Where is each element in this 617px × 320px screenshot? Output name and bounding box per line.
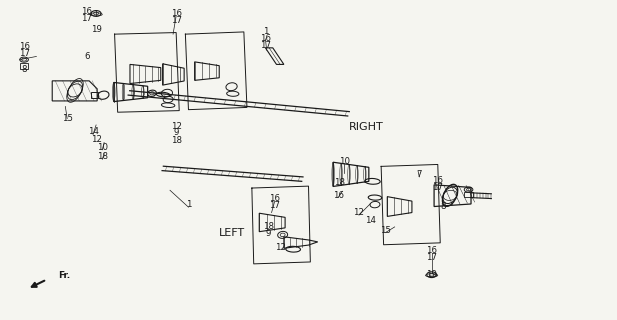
Bar (464, 193, 473, 197)
Text: 18: 18 (171, 136, 181, 145)
Text: 14: 14 (88, 127, 99, 136)
Text: 18: 18 (97, 152, 108, 161)
Text: LEFT: LEFT (219, 228, 246, 238)
Text: 12: 12 (91, 135, 102, 144)
Text: 17: 17 (260, 41, 271, 51)
Text: 17: 17 (81, 14, 93, 23)
Text: 6: 6 (84, 52, 89, 61)
Text: 16: 16 (81, 7, 93, 16)
Text: 1: 1 (263, 28, 268, 36)
Text: 16: 16 (433, 176, 443, 185)
Text: 17: 17 (171, 16, 181, 25)
Text: 16: 16 (333, 190, 344, 200)
Text: 17: 17 (269, 201, 280, 210)
Text: 18: 18 (263, 222, 274, 231)
Text: 19: 19 (91, 25, 102, 34)
Bar (91, 92, 98, 98)
Text: 9: 9 (266, 229, 271, 238)
Text: 10: 10 (339, 157, 350, 166)
Text: 12: 12 (171, 122, 181, 131)
Text: 15: 15 (62, 114, 73, 123)
Text: 8: 8 (22, 65, 27, 74)
Text: RIGHT: RIGHT (349, 122, 383, 132)
Text: 7: 7 (416, 170, 422, 179)
Text: 16: 16 (426, 246, 437, 255)
Text: 10: 10 (97, 143, 108, 152)
Text: 9: 9 (173, 128, 179, 137)
Text: 15: 15 (380, 226, 391, 235)
Text: 16: 16 (260, 35, 271, 44)
Text: 16: 16 (19, 42, 30, 52)
Text: 16: 16 (269, 194, 280, 204)
Bar (20, 63, 28, 68)
Text: Fr.: Fr. (58, 271, 70, 280)
Text: 17: 17 (19, 49, 30, 58)
Text: 1: 1 (186, 200, 191, 209)
Text: 12: 12 (354, 208, 365, 217)
Text: 12: 12 (275, 243, 286, 252)
Text: 16: 16 (171, 9, 181, 18)
Text: 8: 8 (440, 202, 445, 211)
Text: 17: 17 (433, 183, 443, 192)
Text: 19: 19 (426, 270, 437, 279)
Text: 17: 17 (426, 253, 437, 262)
Text: 14: 14 (365, 216, 376, 225)
Text: 18: 18 (334, 178, 345, 187)
